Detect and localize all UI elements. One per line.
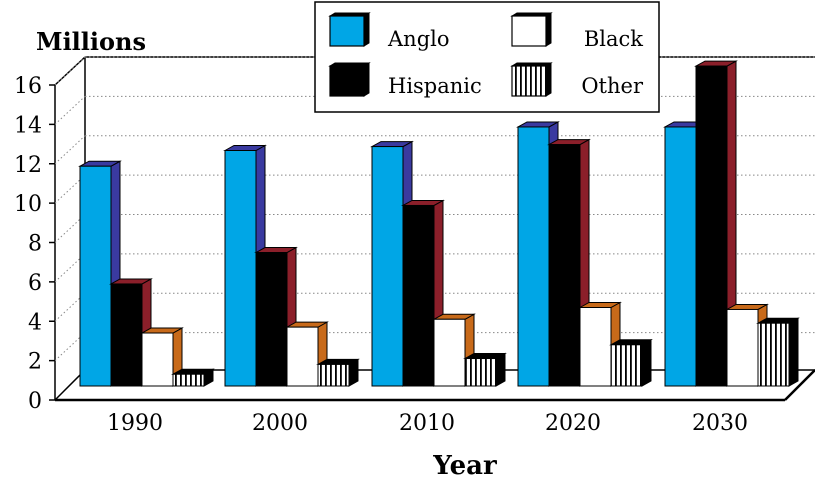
x-tick-label-2020: 2020 (545, 411, 601, 436)
y-tick-label: 14 (14, 113, 42, 138)
gridline-side (54, 56, 86, 86)
legend-item-anglo: Anglo (328, 12, 450, 51)
bar-group-1990 (78, 160, 215, 387)
bar-other-2030 (756, 317, 800, 387)
x-tick-label-2000: 2000 (252, 411, 308, 436)
y-axis-ticks: 0 2 4 6 8 10 12 14 16 (14, 74, 55, 414)
x-tick-label-2030: 2030 (692, 411, 748, 436)
bar-group-2010 (370, 140, 507, 387)
gridline-side (54, 332, 86, 361)
legend-item-hispanic: Hispanic (328, 62, 482, 98)
legend-swatch-side (545, 62, 552, 97)
y-tick-label: 0 (28, 389, 42, 414)
y-tick-label: 6 (28, 271, 42, 296)
y-tick-label: 12 (14, 153, 42, 178)
gridline-side (54, 214, 86, 243)
legend-swatch (511, 15, 547, 47)
legend-swatch-side (363, 12, 370, 47)
x-tick-label-1990: 1990 (107, 411, 163, 436)
legend-label: Black (584, 27, 643, 51)
gridline-side (54, 292, 86, 322)
bar-group-2000 (223, 144, 360, 387)
bar-other-1990 (171, 368, 215, 387)
legend: Anglo Hispanic Black Other (314, 1, 660, 113)
legend-label: Anglo (387, 27, 450, 51)
y-tick-label: 16 (14, 74, 42, 99)
legend-swatch (329, 15, 365, 47)
bars (78, 60, 800, 387)
legend-swatch-side (363, 62, 370, 97)
y-tick-label: 4 (28, 310, 42, 335)
y-tick-label: 8 (28, 232, 42, 257)
y-tick-label: 2 (28, 350, 42, 375)
legend-label: Hispanic (388, 74, 482, 98)
x-axis-categories: 1990 2000 2010 2020 2030 (107, 411, 748, 436)
legend-label: Other (581, 74, 644, 98)
gridline-side (54, 96, 86, 125)
legend-swatch (329, 65, 365, 97)
y-tick-label: 10 (14, 192, 42, 217)
floor-right-edge (784, 369, 815, 401)
bar-other-2000 (316, 358, 360, 387)
bar-other-2020 (609, 338, 653, 387)
y-axis-title: Millions (36, 27, 146, 56)
bar-other-2010 (463, 352, 507, 387)
legend-swatch (511, 65, 547, 97)
bar-group-2030 (663, 60, 800, 387)
legend-item-black: Black (510, 12, 643, 51)
x-axis-title: Year (432, 451, 497, 479)
legend-swatch-side (545, 12, 552, 47)
legend-item-other: Other (510, 62, 644, 98)
gridline-side (54, 174, 86, 204)
bar-group-2020 (516, 121, 653, 387)
gridline-side (54, 253, 86, 283)
gridline-side (54, 135, 86, 165)
x-tick-label-2010: 2010 (399, 411, 455, 436)
legend-box (314, 1, 660, 113)
